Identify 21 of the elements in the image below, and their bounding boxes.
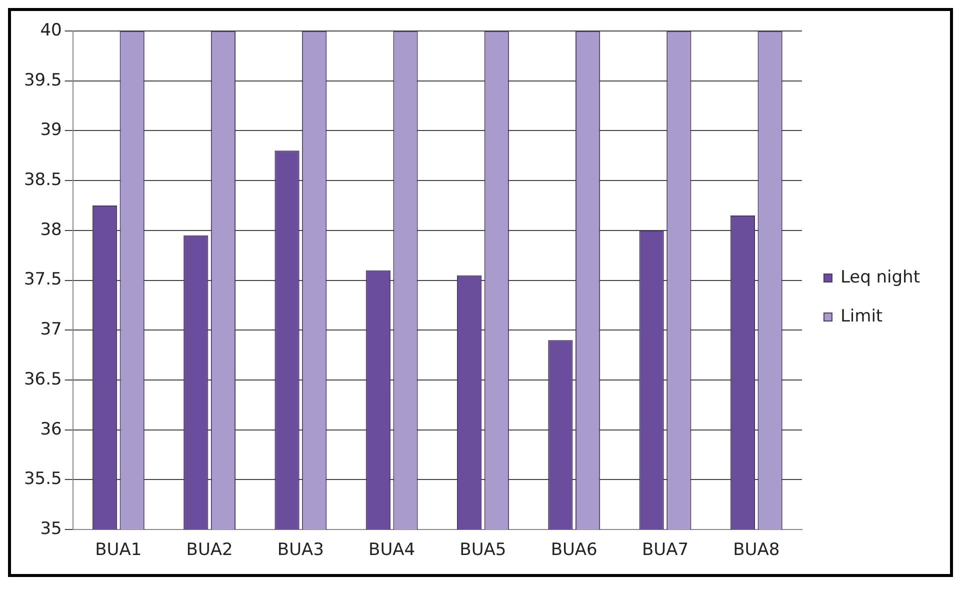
y-tick-label: 36.5 (24, 369, 62, 390)
y-tick-label: 40 (40, 20, 62, 40)
legend-label: Leq night (840, 267, 920, 288)
y-tick-label: 39 (40, 120, 62, 140)
x-tick-label: BUA5 (460, 540, 506, 560)
x-tick-label: BUA1 (95, 540, 142, 560)
x-tick-label: BUA2 (186, 540, 233, 560)
x-tick-label: BUA6 (550, 540, 598, 560)
y-tick-label: 38 (40, 220, 62, 240)
legend-label: Limit (840, 306, 883, 326)
x-tick-label: BUA3 (277, 540, 324, 560)
x-tick-label: BUA7 (642, 540, 689, 560)
x-tick-label: BUA4 (368, 540, 416, 560)
y-tick-label: 35.5 (24, 469, 62, 490)
y-tick-label: 36 (40, 419, 62, 440)
y-tick-label: 38.5 (24, 170, 62, 190)
y-tick-label: 39.5 (24, 70, 62, 90)
y-tick-label: 37 (40, 320, 62, 340)
y-tick-label: 37.5 (24, 270, 62, 290)
y-tick-label: 35 (40, 519, 62, 540)
x-tick-label: BUA8 (733, 540, 780, 560)
